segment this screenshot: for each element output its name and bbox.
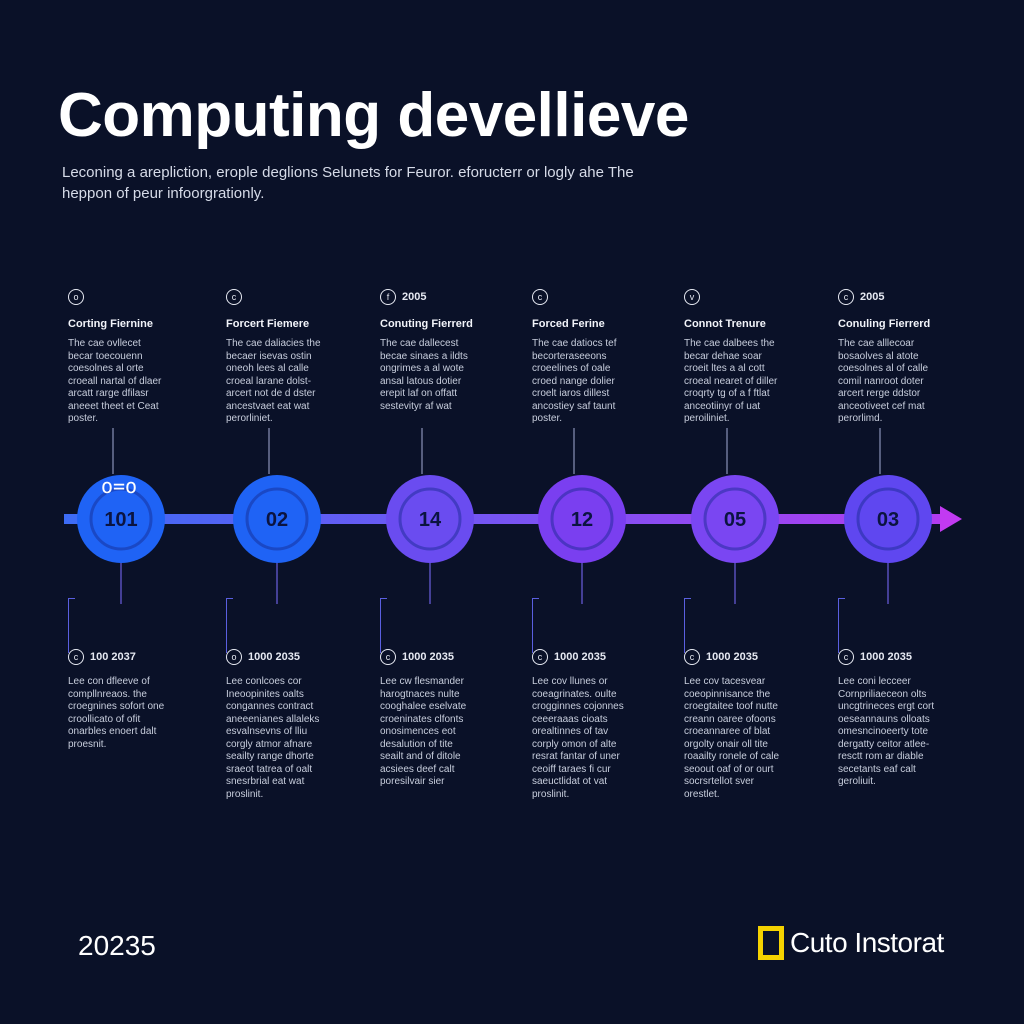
milestone-year: 1000 2035	[402, 651, 454, 663]
milestone-head: c 100 2037	[68, 648, 208, 666]
milestone-body: The cae ovllecet becar toecouenn coesoln…	[68, 338, 162, 424]
milestone-body: Lee coni lecceer Cornpriliaeceon olts un…	[838, 676, 935, 787]
milestone-head: o	[68, 288, 208, 306]
milestone-head: f 2005	[380, 288, 520, 306]
milestone-title: Conuting Fierrerd	[380, 318, 473, 330]
node-deco: o=o	[101, 474, 137, 498]
milestone-year: 1000 2035	[706, 651, 758, 663]
milestone-bracket	[226, 598, 233, 653]
milestone-year: 2005	[860, 291, 885, 303]
milestone-icon: c	[380, 649, 396, 665]
milestone-top-5: v Connot Trenure The cae dalbees the becar…	[684, 288, 824, 426]
milestone-bottom-6: c 1000 2035 Lee coni lecceer Cornpriliaece…	[838, 648, 978, 789]
node-label: 03	[877, 509, 899, 531]
timeline-line	[64, 514, 944, 524]
footer-year: 20235	[78, 930, 156, 961]
brand-name: Cuto Instorat	[790, 927, 944, 958]
milestone-year: 1000 2035	[248, 651, 300, 663]
milestone-icon: c	[532, 649, 548, 665]
milestone-head: c 1000 2035	[684, 648, 824, 666]
milestone-head: c 1000 2035	[380, 648, 520, 666]
milestone-icon: c	[838, 649, 854, 665]
milestone-icon: c	[838, 289, 854, 305]
milestone-icon: c	[68, 649, 84, 665]
milestone-head: o 1000 2035	[226, 648, 366, 666]
milestone-body: Lee cov tacesvear coeopinnisance the cro…	[684, 676, 780, 800]
milestone-bottom-3: c 1000 2035 Lee cw flesmander harogtnaces …	[380, 648, 520, 789]
milestone-top-3: f 2005 Conuting Fierrerd The cae dallecest …	[380, 288, 520, 413]
timeline-node-inner	[89, 487, 153, 551]
milestone-body: The cae daliacies the becaer isevas osti…	[226, 338, 321, 424]
milestone-body: The cae alllecoar bosaolves al atote coe…	[838, 338, 929, 424]
milestone-year: 1000 2035	[554, 651, 606, 663]
milestone-bracket	[532, 598, 539, 653]
milestone-year: 100 2037	[90, 651, 136, 663]
node-label: 14	[419, 509, 442, 531]
milestone-body: Lee cov llunes or coeagrinates. oulte cr…	[532, 676, 624, 800]
node-label: 02	[266, 509, 288, 531]
milestone-head: c 1000 2035	[838, 648, 978, 666]
milestone-bottom-1: c 100 2037 Lee con dfleeve of compllnreaos…	[68, 648, 208, 751]
milestone-year: 2005	[402, 291, 427, 303]
milestone-top-6: c 2005 Conuling Fierrerd The cae alllecoar …	[838, 288, 978, 426]
milestone-bracket	[380, 598, 387, 653]
milestone-bottom-5: c 1000 2035 Lee cov tacesvear coeopinnisan…	[684, 648, 824, 801]
brand: Cuto Instorat	[758, 926, 944, 960]
milestone-title: Conuling Fierrerd	[838, 318, 931, 330]
milestone-title: Forced Ferine	[532, 318, 605, 330]
milestone-head: c	[532, 288, 672, 306]
milestone-head: v	[684, 288, 824, 306]
milestone-body: Lee con dfleeve of compllnreaos. the cro…	[68, 676, 165, 750]
milestone-icon: o	[68, 289, 84, 305]
milestone-icon: c	[226, 289, 242, 305]
milestone-title: Corting Fiernine	[68, 318, 153, 330]
timeline-arrowhead	[940, 506, 962, 532]
milestone-head: c 1000 2035	[532, 648, 672, 666]
milestone-icon: o	[226, 649, 242, 665]
timeline-node-inner	[856, 487, 920, 551]
milestone-top-1: o Corting Fiernine The cae ovllecet becar …	[68, 288, 208, 426]
milestone-icon: c	[684, 649, 700, 665]
milestone-title: Connot Trenure	[684, 318, 766, 330]
milestone-bracket	[68, 598, 75, 653]
milestone-bracket	[838, 598, 845, 653]
milestone-bracket	[684, 598, 691, 653]
brand-logo-icon	[758, 926, 784, 960]
milestone-body: The cae datiocs tef becorteraseeons croe…	[532, 338, 617, 424]
page-subtitle: Leconing a arepliction, erople deglions …	[62, 164, 634, 202]
timeline-node-inner	[550, 487, 614, 551]
milestone-body: The cae dalbees the becar dehae soar cro…	[684, 338, 778, 424]
milestone-head: c	[226, 288, 366, 306]
milestone-head: c 2005	[838, 288, 978, 306]
milestone-top-2: c Forcert Fiemere The cae daliacies the be…	[226, 288, 366, 426]
milestone-icon: v	[684, 289, 700, 305]
milestone-bottom-4: c 1000 2035 Lee cov llunes or coeagrinates…	[532, 648, 672, 801]
timeline-node-inner	[703, 487, 767, 551]
node-label: 05	[724, 509, 746, 531]
milestone-top-4: c Forced Ferine The cae datiocs tef becort…	[532, 288, 672, 426]
node-label: 12	[571, 509, 593, 531]
milestone-body: Lee cw flesmander harogtnaces nulte coog…	[380, 676, 467, 787]
page-title: Computing devellieve	[58, 81, 689, 150]
milestone-icon: c	[532, 289, 548, 305]
milestone-body: Lee conlcoes cor Ineoopinites oalts cong…	[226, 676, 320, 800]
milestone-year: 1000 2035	[860, 651, 912, 663]
milestone-title: Forcert Fiemere	[226, 318, 310, 330]
milestone-icon: f	[380, 289, 396, 305]
node-label: 101	[104, 509, 137, 531]
timeline-node-inner	[245, 487, 309, 551]
timeline-node-inner	[398, 487, 462, 551]
milestone-bottom-2: o 1000 2035 Lee conlcoes cor Ineoopinites …	[226, 648, 366, 801]
milestone-body: The cae dallecest becae sinaes a ildts o…	[380, 338, 468, 412]
